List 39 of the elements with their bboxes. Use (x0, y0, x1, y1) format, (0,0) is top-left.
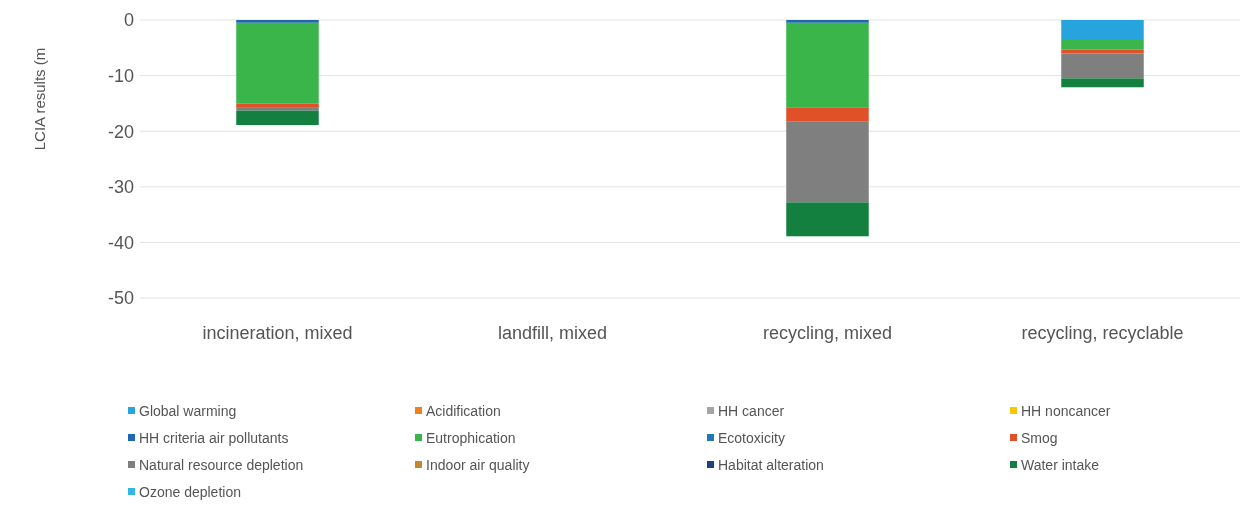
bar (236, 107, 319, 111)
bar (1061, 20, 1144, 41)
legend-label: Global warming (139, 402, 237, 419)
bar (236, 20, 319, 23)
legend-label: Ecotoxicity (718, 429, 785, 446)
y-axis-title: LCIA results (m (31, 47, 48, 151)
legend-label: HH noncancer (1021, 402, 1111, 419)
y-tick-label: -40 (107, 232, 134, 253)
legend-label: Smog (1021, 429, 1058, 446)
legend-label: Natural resource depletion (139, 456, 304, 473)
legend-label: Water intake (1021, 456, 1100, 473)
y-tick-label: -20 (107, 121, 134, 142)
bar (236, 103, 319, 108)
bar (1061, 53, 1144, 79)
bar (1061, 40, 1144, 50)
legend-label: Ozone depletion (139, 483, 241, 500)
legend-label: Eutrophication (426, 429, 516, 446)
bar (236, 110, 319, 126)
bar (1061, 78, 1144, 88)
bar (786, 22, 869, 108)
y-tick-label: -10 (107, 65, 134, 86)
bar (1061, 49, 1144, 54)
y-tick-label: -50 (107, 288, 134, 309)
bar (786, 121, 869, 203)
legend-label: Acidification (426, 402, 501, 419)
y-tick-label: -30 (107, 177, 134, 198)
bar (236, 22, 319, 104)
x-tick-label: recycling, mixed (762, 323, 893, 344)
bar (786, 107, 869, 122)
legend-label: HH cancer (718, 402, 785, 419)
x-tick-label: recycling, recyclable (1021, 323, 1184, 344)
x-tick-label: landfill, mixed (497, 323, 608, 344)
bar (786, 20, 869, 23)
x-tick-label: incineration, mixed (202, 323, 353, 344)
legend-label: HH criteria air pollutants (139, 429, 289, 446)
legend-label: Indoor air quality (426, 456, 530, 473)
y-tick-label: 0 (123, 10, 134, 31)
bar (786, 202, 869, 237)
legend-label: Habitat alteration (718, 456, 824, 473)
